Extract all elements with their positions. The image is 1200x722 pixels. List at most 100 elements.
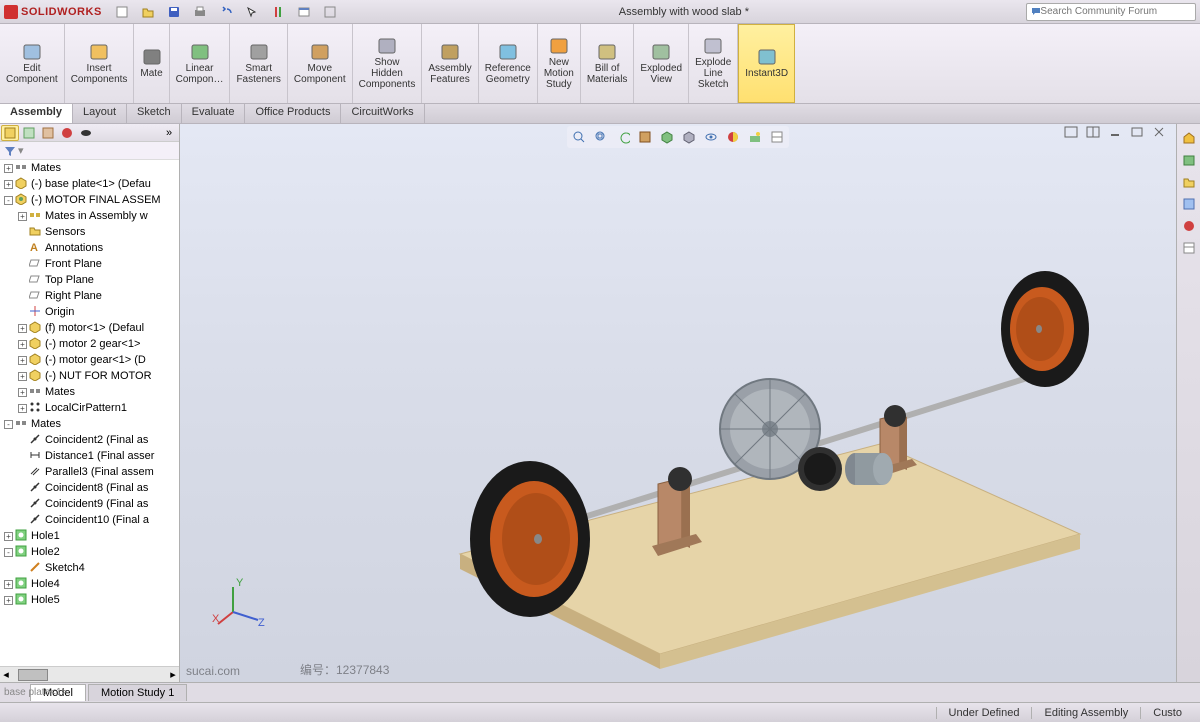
taskpane-explorer-icon[interactable] (1179, 172, 1199, 192)
search-community-box[interactable] (1026, 3, 1196, 21)
tree-item[interactable]: -Hole2 (0, 544, 179, 560)
taskpane-view-icon[interactable] (1179, 194, 1199, 214)
tree-expand-arrow-icon[interactable]: » (160, 125, 178, 141)
tree-expand-icon[interactable]: + (18, 212, 27, 221)
tree-item[interactable]: +(-) motor 2 gear<1> (0, 336, 179, 352)
tree-expand-icon[interactable]: + (18, 372, 27, 381)
ribbon-explode-line-sketch[interactable]: ExplodeLineSketch (689, 24, 738, 103)
appearance-icon[interactable] (723, 128, 743, 146)
tree-item[interactable]: Coincident8 (Final as (0, 480, 179, 496)
qat-new-button[interactable] (110, 2, 134, 22)
search-input[interactable] (1040, 6, 1191, 17)
tree-item[interactable]: +Hole4 (0, 576, 179, 592)
ribbon-move-component[interactable]: MoveComponent (288, 24, 353, 103)
ribbon-exploded-view[interactable]: ExplodedView (634, 24, 689, 103)
tree-item[interactable]: +(f) motor<1> (Defaul (0, 320, 179, 336)
vp-btn1-icon[interactable] (1064, 126, 1082, 142)
qat-help-button[interactable] (318, 2, 342, 22)
tab-evaluate[interactable]: Evaluate (182, 104, 246, 123)
tree-item[interactable]: Front Plane (0, 256, 179, 272)
tree-expand-icon[interactable]: - (4, 548, 13, 557)
tree-expand-icon[interactable]: + (4, 596, 13, 605)
zoom-fit-icon[interactable] (569, 128, 589, 146)
tree-filter-row[interactable]: ▾ (0, 142, 179, 160)
ribbon-smart-fasteners[interactable]: SmartFasteners (230, 24, 287, 103)
ribbon-insert-components[interactable]: InsertComponents (65, 24, 135, 103)
3d-viewport[interactable]: X Y Z sucai.com 编号：12377843 (180, 124, 1176, 682)
tree-tab-hide-icon[interactable] (77, 125, 95, 141)
view-orientation-icon[interactable] (657, 128, 677, 146)
hide-show-icon[interactable] (701, 128, 721, 146)
tree-item[interactable]: AAnnotations (0, 240, 179, 256)
qat-undo-button[interactable] (214, 2, 238, 22)
tree-expand-icon[interactable]: + (4, 180, 13, 189)
tree-expand-icon[interactable]: - (4, 196, 13, 205)
tree-item[interactable]: Top Plane (0, 272, 179, 288)
qat-open-button[interactable] (136, 2, 160, 22)
ribbon-edit-component[interactable]: EditComponent (0, 24, 65, 103)
tree-expand-icon[interactable]: + (4, 532, 13, 541)
tree-expand-icon[interactable]: - (4, 420, 13, 429)
tab-layout[interactable]: Layout (73, 104, 127, 123)
tree-item[interactable]: +(-) motor gear<1> (D (0, 352, 179, 368)
ribbon-new-motion-study[interactable]: NewMotionStudy (538, 24, 581, 103)
ribbon-instant3d[interactable]: Instant3D (738, 24, 795, 103)
taskpane-appearance-icon[interactable] (1179, 216, 1199, 236)
tree-item[interactable]: +(-) NUT FOR MOTOR (0, 368, 179, 384)
display-style-icon[interactable] (679, 128, 699, 146)
tree-tab-property-icon[interactable] (20, 125, 38, 141)
tree-item[interactable]: +(-) base plate<1> (Defau (0, 176, 179, 192)
vp-btn2-icon[interactable] (1086, 126, 1104, 142)
view-settings-icon[interactable] (767, 128, 787, 146)
tree-item[interactable]: Parallel3 (Final assem (0, 464, 179, 480)
tree-item[interactable]: +Hole1 (0, 528, 179, 544)
ribbon-mate[interactable]: Mate (134, 24, 169, 103)
tree-item[interactable]: Right Plane (0, 288, 179, 304)
tree-item[interactable]: -Mates (0, 416, 179, 432)
tree-item[interactable]: +Mates in Assembly w (0, 208, 179, 224)
prev-view-icon[interactable] (613, 128, 633, 146)
qat-rebuild-button[interactable] (266, 2, 290, 22)
ribbon-linear-pattern[interactable]: LinearCompon… (170, 24, 231, 103)
qat-save-button[interactable] (162, 2, 186, 22)
tree-hscroll[interactable]: ◂ ▸ (0, 666, 179, 682)
zoom-area-icon[interactable] (591, 128, 611, 146)
tree-expand-icon[interactable]: + (18, 324, 27, 333)
ribbon-bom[interactable]: Bill ofMaterials (581, 24, 635, 103)
tree-tab-feature-icon[interactable] (1, 125, 19, 141)
tree-item[interactable]: Coincident9 (Final as (0, 496, 179, 512)
tree-tab-appearance-icon[interactable] (58, 125, 76, 141)
taskpane-home-icon[interactable] (1179, 128, 1199, 148)
tree-item[interactable]: +LocalCirPattern1 (0, 400, 179, 416)
tree-item[interactable]: Distance1 (Final asser (0, 448, 179, 464)
ribbon-reference-geometry[interactable]: ReferenceGeometry (479, 24, 538, 103)
tab-office-products[interactable]: Office Products (245, 104, 341, 123)
taskpane-props-icon[interactable] (1179, 238, 1199, 258)
tree-expand-icon[interactable]: + (18, 356, 27, 365)
ribbon-show-hidden[interactable]: ShowHiddenComponents (353, 24, 423, 103)
tree-expand-icon[interactable]: + (18, 388, 27, 397)
tree-item[interactable]: Sketch4 (0, 560, 179, 576)
tab-circuitworks[interactable]: CircuitWorks (341, 104, 424, 123)
vp-minimize-icon[interactable] (1108, 126, 1126, 142)
scene-icon[interactable] (745, 128, 765, 146)
qat-select-button[interactable] (240, 2, 264, 22)
tree-item[interactable]: -(-) MOTOR FINAL ASSEM (0, 192, 179, 208)
tree-expand-icon[interactable]: + (4, 164, 13, 173)
tree-item[interactable]: +Mates (0, 160, 179, 176)
vp-maximize-icon[interactable] (1130, 126, 1148, 142)
qat-options-button[interactable] (292, 2, 316, 22)
ribbon-assembly-features[interactable]: AssemblyFeatures (422, 24, 478, 103)
tree-expand-icon[interactable]: + (18, 340, 27, 349)
qat-print-button[interactable] (188, 2, 212, 22)
tab-sketch[interactable]: Sketch (127, 104, 182, 123)
tree-item[interactable]: Sensors (0, 224, 179, 240)
tree-expand-icon[interactable]: + (18, 404, 27, 413)
vp-close-icon[interactable] (1152, 126, 1170, 142)
tree-item[interactable]: +Mates (0, 384, 179, 400)
bottom-tab-motion-study-1[interactable]: Motion Study 1 (88, 684, 187, 701)
section-view-icon[interactable] (635, 128, 655, 146)
tree-item[interactable]: Coincident10 (Final a (0, 512, 179, 528)
tab-assembly[interactable]: Assembly (0, 104, 73, 123)
tree-item[interactable]: Coincident2 (Final as (0, 432, 179, 448)
